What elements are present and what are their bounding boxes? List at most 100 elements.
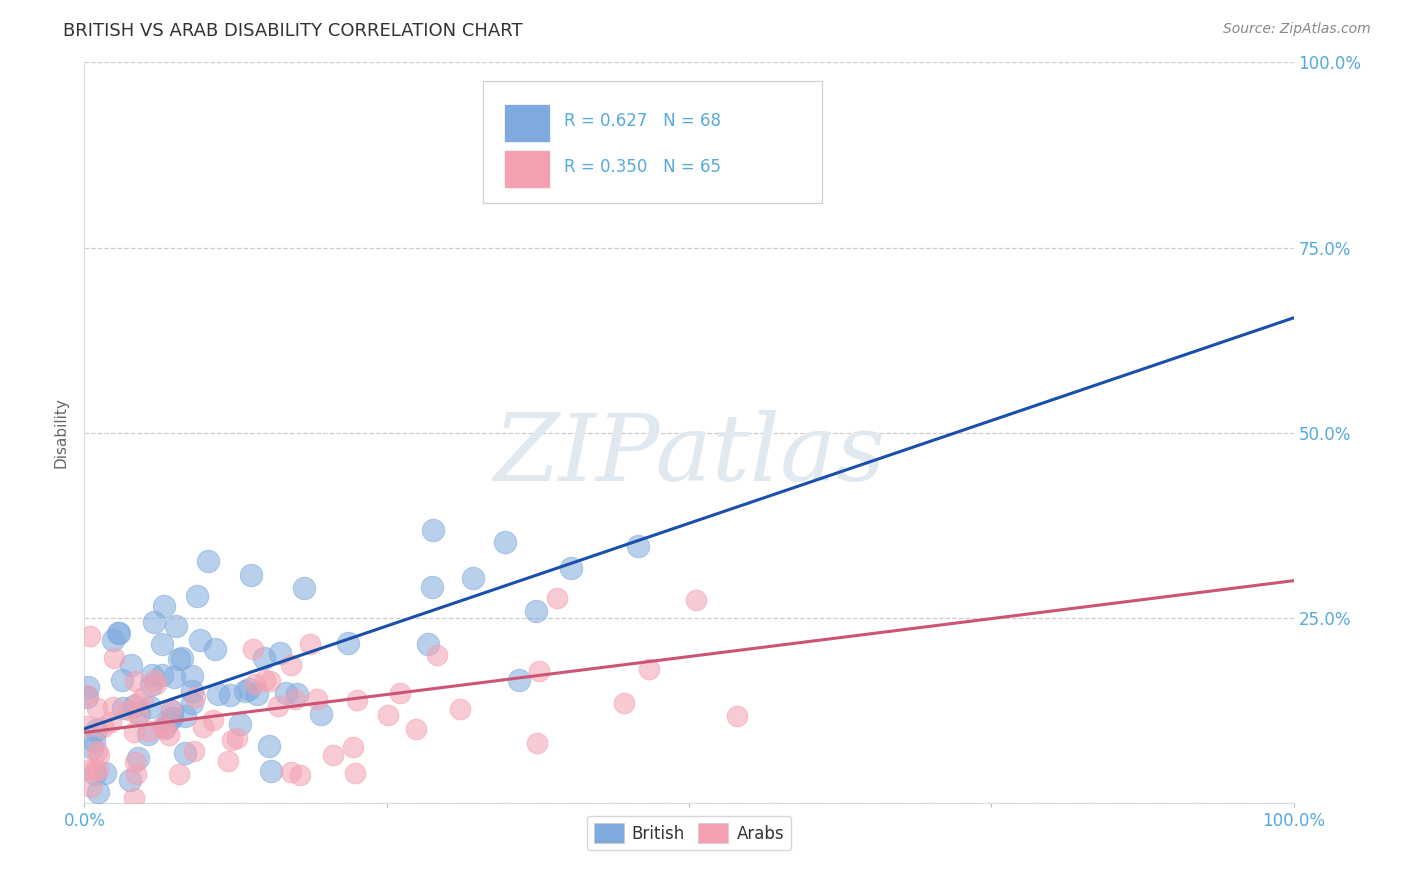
Y-axis label: Disability: Disability (53, 397, 69, 468)
Point (84, 723, 107, 738)
Point (309, 706, 332, 721)
Point (292, 581, 315, 595)
Point (191, 720, 214, 734)
Point (76, 719, 98, 733)
Point (188, 632, 211, 647)
Point (638, 662, 661, 676)
Point (218, 754, 240, 768)
Point (246, 687, 269, 701)
Point (82, 740, 104, 755)
Legend: British, Arabs: British, Arabs (586, 816, 792, 850)
Point (461, 571, 484, 585)
Point (233, 684, 256, 698)
Point (141, 668, 163, 682)
Point (79, 629, 101, 643)
Point (305, 692, 328, 706)
Point (560, 560, 582, 574)
Point (87, 785, 110, 799)
Point (685, 593, 707, 607)
Text: ZIPatlas: ZIPatlas (494, 409, 884, 500)
Point (100, 715, 122, 730)
Point (80, 780, 103, 794)
Point (207, 687, 229, 701)
Bar (503, 103, 550, 142)
Point (125, 766, 148, 780)
Point (422, 524, 444, 538)
Point (180, 668, 202, 682)
Point (103, 651, 125, 665)
Point (274, 686, 297, 700)
Point (157, 727, 180, 741)
Point (229, 717, 252, 731)
Point (180, 696, 202, 710)
Point (238, 682, 260, 697)
Point (94, 766, 117, 780)
Point (416, 636, 439, 650)
Point (405, 722, 427, 736)
Point (253, 673, 276, 687)
Point (257, 739, 280, 754)
Point (122, 725, 145, 739)
Point (120, 657, 142, 672)
Point (197, 554, 219, 568)
Point (76, 688, 98, 702)
Point (426, 648, 449, 663)
Point (288, 768, 311, 782)
Point (494, 535, 516, 549)
Point (186, 589, 208, 603)
Point (118, 703, 141, 717)
Point (337, 636, 360, 650)
Point (127, 697, 149, 711)
Point (143, 673, 166, 687)
Point (267, 699, 290, 714)
Point (242, 642, 264, 657)
Point (127, 707, 149, 722)
Point (422, 581, 444, 595)
Point (546, 591, 568, 606)
Text: R = 0.627   N = 68: R = 0.627 N = 68 (564, 112, 721, 130)
Point (76, 690, 98, 704)
Text: BRITISH VS ARAB DISABILITY CORRELATION CHART: BRITISH VS ARAB DISABILITY CORRELATION C… (63, 22, 523, 40)
Point (243, 677, 266, 691)
Point (101, 700, 124, 714)
Point (122, 698, 145, 713)
Point (167, 766, 190, 780)
Point (174, 746, 197, 760)
Point (344, 765, 367, 780)
Point (725, 709, 748, 723)
Point (172, 651, 194, 665)
Point (253, 650, 276, 665)
Point (167, 652, 190, 666)
Text: R = 0.350   N = 65: R = 0.350 N = 65 (564, 158, 721, 177)
Point (87, 747, 110, 762)
Point (160, 704, 183, 718)
Text: Source: ZipAtlas.com: Source: ZipAtlas.com (1223, 22, 1371, 37)
Point (524, 604, 547, 618)
Point (83, 734, 105, 748)
Point (150, 668, 173, 682)
Point (226, 731, 249, 746)
Point (221, 733, 243, 747)
Point (76, 764, 98, 778)
Point (240, 568, 263, 582)
Point (142, 615, 165, 629)
Point (157, 714, 180, 728)
Point (526, 736, 548, 750)
Point (259, 673, 281, 688)
Point (285, 687, 308, 701)
Point (346, 693, 368, 707)
Point (141, 678, 163, 692)
Point (84, 762, 107, 776)
Point (145, 677, 167, 691)
Point (138, 724, 160, 739)
Point (108, 626, 131, 640)
Point (508, 673, 530, 687)
Point (122, 791, 145, 805)
Point (153, 722, 176, 736)
Point (184, 690, 207, 704)
Point (280, 765, 302, 780)
Point (160, 711, 183, 725)
Point (118, 772, 141, 787)
Point (627, 539, 650, 553)
Point (124, 674, 146, 689)
